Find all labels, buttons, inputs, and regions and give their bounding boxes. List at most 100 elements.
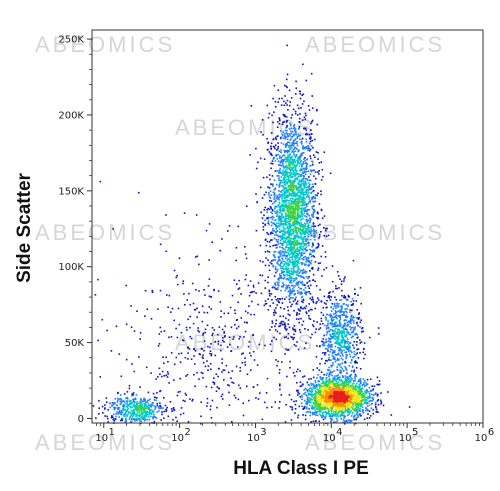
scatter-point bbox=[278, 202, 281, 205]
scatter-point bbox=[272, 228, 274, 230]
scatter-point bbox=[282, 131, 284, 133]
scatter-point bbox=[343, 349, 345, 351]
scatter-point bbox=[296, 208, 298, 210]
scatter-point bbox=[361, 394, 364, 397]
scatter-point bbox=[313, 256, 316, 258]
scatter-point bbox=[293, 325, 296, 327]
scatter-point bbox=[348, 365, 350, 367]
scatter-point bbox=[288, 254, 291, 256]
scatter-point bbox=[328, 337, 330, 340]
scatter-point bbox=[347, 414, 349, 416]
scatter-point bbox=[288, 269, 291, 272]
scatter-point bbox=[377, 403, 380, 406]
scatter-point bbox=[319, 262, 321, 264]
scatter-point bbox=[364, 401, 366, 404]
scatter-point bbox=[275, 197, 278, 199]
scatter-point bbox=[348, 409, 350, 412]
scatter-point bbox=[329, 314, 332, 317]
scatter-point bbox=[331, 384, 333, 386]
scatter-point bbox=[335, 314, 338, 316]
scatter-point bbox=[320, 405, 323, 407]
scatter-point bbox=[369, 396, 372, 399]
scatter-point bbox=[330, 296, 333, 298]
scatter-point bbox=[304, 201, 306, 203]
scatter-point bbox=[284, 196, 286, 198]
scatter-point bbox=[326, 227, 328, 230]
scatter-point bbox=[358, 387, 360, 389]
scatter-point bbox=[329, 402, 331, 404]
scatter-point bbox=[282, 216, 285, 218]
scatter-point bbox=[360, 388, 363, 391]
scatter-point bbox=[338, 331, 341, 333]
scatter-point bbox=[294, 258, 297, 261]
scatter-point bbox=[277, 197, 280, 200]
scatter-point bbox=[331, 407, 334, 409]
scatter-point bbox=[268, 289, 271, 292]
scatter-point bbox=[356, 404, 358, 406]
scatter-point bbox=[283, 322, 286, 324]
scatter-point bbox=[302, 307, 304, 310]
scatter-point bbox=[352, 390, 355, 393]
scatter-point bbox=[334, 330, 337, 333]
scatter-point bbox=[303, 148, 305, 150]
scatter-point bbox=[334, 323, 337, 325]
scatter-point bbox=[355, 407, 357, 409]
scatter-point bbox=[349, 385, 352, 388]
scatter-point bbox=[294, 408, 297, 410]
scatter-point bbox=[338, 410, 341, 413]
scatter-point bbox=[336, 386, 339, 389]
scatter-point bbox=[283, 180, 286, 182]
scatter-point bbox=[305, 394, 307, 396]
scatter-point bbox=[342, 402, 344, 405]
scatter-point bbox=[352, 411, 354, 414]
scatter-point bbox=[346, 399, 349, 402]
scatter-point bbox=[322, 175, 324, 178]
scatter-point bbox=[281, 181, 283, 184]
scatter-point bbox=[326, 402, 328, 405]
scatter-point bbox=[315, 402, 318, 405]
scatter-point bbox=[309, 410, 311, 413]
scatter-point bbox=[328, 326, 330, 329]
scatter-point bbox=[274, 101, 277, 103]
scatter-point bbox=[292, 338, 294, 341]
scatter-point bbox=[278, 257, 280, 259]
scatter-point bbox=[299, 117, 301, 120]
scatter-point bbox=[295, 226, 298, 229]
scatter-point bbox=[281, 203, 283, 206]
scatter-point bbox=[292, 229, 294, 231]
scatter-point bbox=[325, 235, 328, 238]
scatter-point bbox=[306, 189, 308, 191]
scatter-point bbox=[305, 132, 308, 135]
scatter-point bbox=[288, 133, 291, 136]
scatter-point bbox=[282, 143, 285, 145]
scatter-point bbox=[340, 335, 343, 338]
scatter-point bbox=[270, 221, 273, 224]
scatter-point bbox=[328, 292, 330, 294]
scatter-point bbox=[324, 256, 327, 258]
scatter-point bbox=[335, 392, 338, 394]
scatter-point bbox=[355, 400, 358, 402]
scatter-point bbox=[343, 325, 345, 328]
scatter-point bbox=[308, 230, 310, 233]
scatter-point bbox=[352, 394, 355, 397]
scatter-point bbox=[290, 291, 292, 294]
watermark-text: ABEOMICS bbox=[305, 430, 445, 455]
scatter-point bbox=[310, 186, 313, 189]
scatter-point bbox=[360, 401, 362, 404]
scatter-point bbox=[270, 216, 272, 219]
scatter-point bbox=[352, 315, 355, 318]
scatter-point bbox=[359, 391, 362, 393]
scatter-point bbox=[276, 215, 278, 217]
scatter-point bbox=[329, 351, 331, 353]
scatter-point bbox=[295, 230, 298, 233]
scatter-point bbox=[301, 238, 303, 240]
scatter-point bbox=[298, 209, 300, 212]
scatter-point bbox=[311, 245, 313, 248]
scatter-point bbox=[292, 216, 294, 218]
scatter-point bbox=[299, 219, 302, 222]
scatter-point bbox=[273, 251, 275, 253]
scatter-point bbox=[269, 245, 271, 248]
scatter-point bbox=[340, 398, 342, 401]
scatter-point bbox=[338, 325, 340, 327]
scatter-point bbox=[275, 244, 278, 246]
